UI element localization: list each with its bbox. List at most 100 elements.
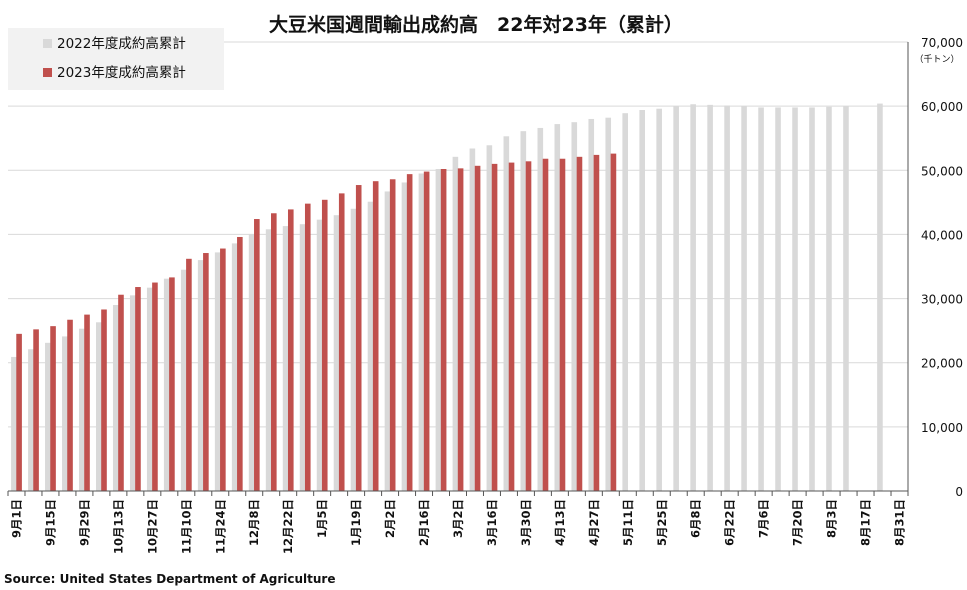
bar-2023 — [610, 153, 617, 492]
x-tick-label: 8月3日 — [825, 499, 839, 538]
bar-2022 — [248, 234, 255, 491]
x-tick-label: 8月31日 — [893, 499, 907, 546]
source-note: Source: United States Department of Agri… — [4, 572, 336, 586]
bar-2022 — [129, 295, 136, 491]
bar-2022 — [707, 104, 713, 492]
x-tick-label: 6月22日 — [723, 499, 737, 546]
x-tick-label: 9月15日 — [43, 499, 57, 546]
bar-2023 — [186, 258, 192, 491]
chart-title: 大豆米国週間輸出成約高 22年対23年（累計） — [269, 13, 683, 36]
bar-2023 — [16, 333, 22, 491]
bar-2022 — [622, 113, 629, 491]
x-tick-label: 5月25日 — [655, 499, 669, 546]
bar-2022 — [656, 108, 662, 492]
bar-2022 — [554, 124, 561, 491]
y-tick-labels: 0 10,000 20,000 30,000 40,000 50,000 60,000 70,… — [921, 36, 963, 499]
bar-2022 — [401, 182, 408, 491]
bar-2022 — [146, 287, 153, 491]
legend-label-2023: 2023年度成約高累計 — [57, 64, 186, 81]
x-tick-label: 3月30日 — [519, 499, 533, 546]
bar-2023 — [84, 314, 90, 491]
x-tick-label: 10月13日 — [111, 499, 125, 554]
x-tick-label: 9月1日 — [9, 499, 23, 538]
bar-2023 — [508, 162, 515, 491]
bar-2022 — [452, 156, 459, 491]
bar-2023 — [50, 326, 56, 491]
bar-2022 — [265, 229, 272, 492]
bar-2023 — [135, 287, 141, 491]
y-tick-label: 70,000 — [921, 36, 963, 50]
bar-2022 — [809, 107, 815, 492]
bar-2023 — [67, 319, 73, 491]
x-tick-label: 10月27日 — [145, 499, 159, 554]
x-tick-label: 7月6日 — [757, 499, 771, 538]
y-tick-label: 50,000 — [921, 164, 963, 178]
bar-2022 — [571, 122, 578, 492]
x-tick-label: 4月13日 — [553, 499, 567, 546]
bar-2023 — [559, 158, 566, 492]
bar-2022 — [112, 304, 119, 491]
bar-2022 — [469, 148, 476, 492]
bar-2022 — [724, 105, 730, 491]
bar-2023 — [287, 209, 294, 491]
bar-2023 — [33, 329, 39, 491]
bar-2022 — [28, 349, 34, 491]
bar-2023 — [118, 294, 124, 491]
bar-2022 — [316, 219, 323, 491]
x-tick-label: 1月19日 — [349, 499, 363, 546]
x-tick-label: 3月16日 — [485, 499, 499, 546]
bar-2023 — [101, 309, 107, 491]
bar-2023 — [406, 174, 413, 491]
bar-2023 — [423, 171, 430, 491]
bar-2022 — [520, 131, 527, 491]
bar-2022 — [197, 260, 204, 491]
y-tick-label: 40,000 — [921, 228, 963, 242]
bar-2022 — [79, 328, 85, 491]
x-tick-label: 3月2日 — [451, 499, 465, 538]
bar-2023 — [355, 185, 362, 492]
y-tick-label: 30,000 — [921, 293, 963, 307]
x-tick-label: 11月24日 — [213, 499, 227, 554]
x-tick-label: 2月16日 — [417, 499, 431, 546]
bar-2022 — [588, 118, 595, 491]
bar-2022 — [639, 109, 645, 492]
legend-box — [8, 28, 224, 90]
bars — [11, 103, 883, 492]
y-unit-label: （千トン） — [914, 54, 959, 65]
x-tick-labels: 9月1日 9月15日 9月29日 10月13日 10月27日 11月10日 11月24日 12… — [9, 499, 906, 554]
bar-2023 — [457, 168, 464, 492]
y-tick-label: 0 — [955, 485, 963, 499]
bar-2022 — [673, 106, 679, 491]
bar-2022 — [214, 252, 221, 491]
bar-2022 — [350, 208, 357, 491]
bar-2022 — [843, 106, 849, 491]
bar-2022 — [537, 127, 544, 491]
bar-2022 — [758, 107, 764, 492]
bar-2023 — [542, 158, 549, 492]
bar-2022 — [741, 106, 747, 491]
bar-2022 — [333, 215, 340, 491]
bar-2022 — [503, 136, 510, 492]
bar-2022 — [877, 103, 883, 491]
x-tick-label: 6月8日 — [689, 499, 703, 538]
x-tick-label: 9月29日 — [77, 499, 91, 546]
bar-2022 — [486, 145, 493, 491]
x-tick-label: 4月27日 — [587, 499, 601, 546]
bar-2022 — [163, 278, 170, 491]
bar-2022 — [690, 104, 696, 491]
x-tick-label: 2月2日 — [383, 499, 397, 538]
bar-2022 — [826, 106, 832, 491]
bar-2023 — [389, 179, 396, 491]
bar-2023 — [440, 169, 447, 491]
x-tick-label: 5月11日 — [621, 499, 635, 546]
y-tick-label: 10,000 — [921, 421, 963, 435]
x-ticks — [7, 491, 909, 496]
x-tick-label: 12月8日 — [247, 499, 261, 546]
bar-2022 — [282, 226, 289, 491]
bar-2023 — [491, 163, 498, 491]
bar-2022 — [367, 201, 374, 491]
x-tick-label: 12月22日 — [281, 499, 295, 554]
x-tick-label: 8月17日 — [859, 499, 873, 546]
bar-2023 — [304, 203, 311, 491]
bar-2022 — [605, 117, 612, 491]
